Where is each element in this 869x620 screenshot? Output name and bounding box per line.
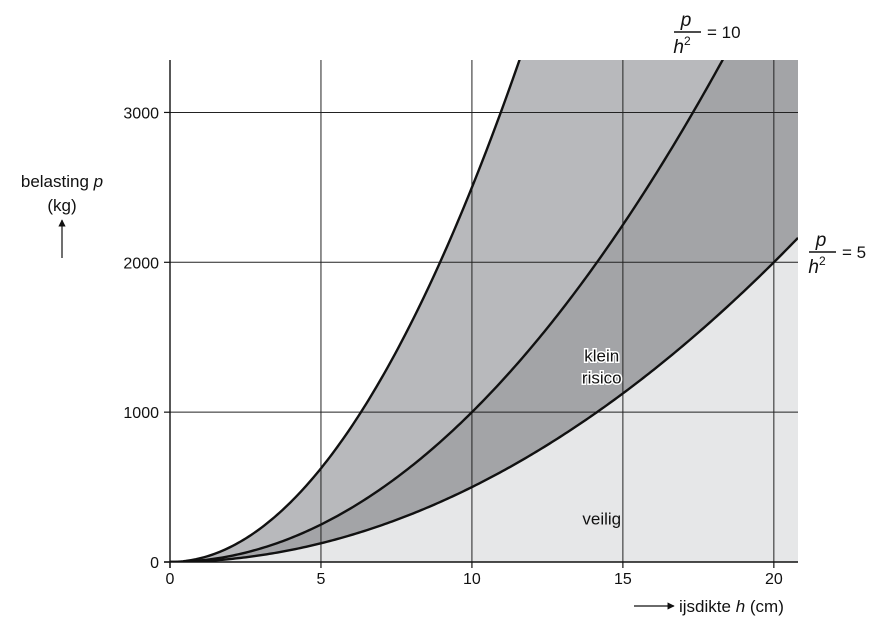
y-tick-label-1000: 1000 — [123, 405, 159, 422]
curve-label-k5: p h2 = 5 — [808, 230, 866, 278]
y-tick-label-2000: 2000 — [123, 255, 159, 272]
curve-label-rhs: = 10 — [707, 23, 741, 42]
curve-k25 — [170, 60, 521, 562]
region-fills — [170, 60, 798, 562]
y-axis-label: belasting p — [21, 172, 103, 191]
curve-label-num: p — [815, 230, 827, 251]
x-tick-label-15: 15 — [614, 571, 632, 588]
curve-label-k10: p h2 = 10 — [673, 10, 740, 58]
curves — [170, 60, 798, 562]
curve-k5 — [170, 237, 798, 562]
y-axis-unit: (kg) — [47, 196, 76, 215]
region-below-5 — [170, 237, 798, 562]
x-tick-label-10: 10 — [463, 571, 481, 588]
x-tick-label-5: 5 — [317, 571, 326, 588]
annotation-0-line-0: klein — [584, 347, 619, 366]
y-tick-label-3000: 3000 — [123, 105, 159, 122]
curve-k10 — [170, 60, 724, 562]
curve-label-num: p — [680, 10, 692, 31]
annotation-0-line-1: risico — [582, 369, 622, 388]
x-tick-label-0: 0 — [166, 571, 175, 588]
curve-label-den: h2 — [673, 34, 691, 58]
labels: 0 5 10 15 20 0 1000 2000 3000 ijsdikte h (cm) bela… — [21, 10, 866, 616]
gridlines — [170, 60, 798, 562]
curve-label-den: h2 — [808, 254, 826, 278]
x-tick-label-20: 20 — [765, 571, 783, 588]
annotation-1-line-0: veilig — [582, 510, 621, 529]
axes — [164, 60, 798, 568]
x-axis-label: ijsdikte h (cm) — [679, 597, 784, 616]
curve-label-rhs: = 5 — [842, 243, 866, 262]
y-tick-label-0: 0 — [150, 555, 159, 572]
